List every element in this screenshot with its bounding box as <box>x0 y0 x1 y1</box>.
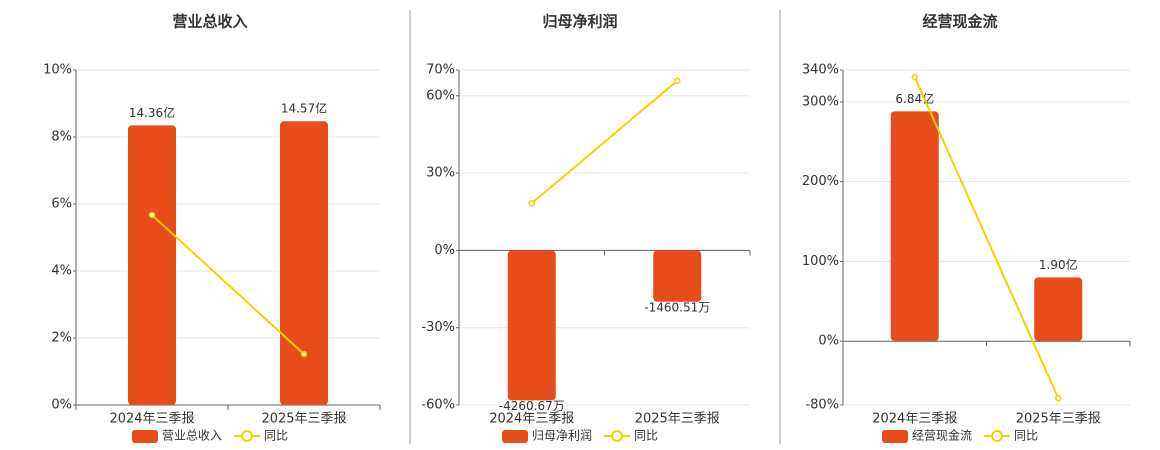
x-tick-label: 2025年三季报 <box>635 412 720 427</box>
line-point <box>300 350 308 358</box>
data-label: 14.57亿 <box>281 101 327 116</box>
legend-label: 归母净利润 <box>532 429 592 443</box>
x-tick-label: 2025年三季报 <box>1016 412 1101 427</box>
y-tick-label: 70% <box>426 63 455 78</box>
data-label: 6.84亿 <box>895 91 934 106</box>
bar <box>128 125 176 405</box>
legend-swatch <box>132 430 158 443</box>
line-point <box>911 73 918 81</box>
data-label: -4260.67万 <box>499 399 565 413</box>
line-point <box>674 77 681 85</box>
legend-swatch <box>241 430 254 442</box>
x-tick-label: 2024年三季报 <box>489 412 574 427</box>
y-tick-label: 4% <box>51 264 72 279</box>
line <box>913 76 1060 399</box>
line <box>151 214 305 355</box>
y-tick-label: -80% <box>805 398 839 413</box>
line-point <box>528 199 535 207</box>
bar <box>1034 277 1083 342</box>
legend-swatch <box>611 430 624 442</box>
y-tick-label: 0% <box>51 398 72 413</box>
legend-label: 同比 <box>264 429 288 443</box>
legend-swatch <box>502 430 528 443</box>
y-tick-label: -60% <box>421 398 455 413</box>
data-label: 1.90亿 <box>1039 257 1078 272</box>
y-tick-label: 340% <box>802 63 839 78</box>
y-tick-label: 60% <box>426 88 455 103</box>
y-tick-label: 0% <box>818 334 839 349</box>
data-label: 14.36亿 <box>129 105 175 120</box>
y-tick-label: 2% <box>51 331 72 346</box>
y-tick-label: 0% <box>434 243 455 258</box>
chart-title: 经营现金流 <box>922 13 997 31</box>
data-label: -1460.51万 <box>644 300 710 314</box>
line-point <box>1055 394 1062 402</box>
line-point <box>148 211 156 219</box>
legend-swatch <box>991 430 1004 442</box>
y-tick-label: 100% <box>802 254 839 269</box>
bar <box>653 250 702 302</box>
y-tick-label: 8% <box>51 130 72 145</box>
y-tick-label: 200% <box>802 174 839 189</box>
y-tick-label: -30% <box>421 320 455 335</box>
bar <box>507 250 556 401</box>
legend-label: 同比 <box>1014 429 1038 443</box>
y-tick-label: 6% <box>51 197 72 212</box>
chart-title: 营业总收入 <box>172 13 247 31</box>
bar <box>280 121 328 405</box>
x-tick-label: 2024年三季报 <box>109 412 194 427</box>
y-tick-label: 300% <box>802 94 839 109</box>
legend-swatch <box>882 430 908 443</box>
y-tick-label: 30% <box>426 166 455 181</box>
chart-title: 归母净利润 <box>542 13 617 31</box>
legend-label: 营业总收入 <box>162 429 222 443</box>
line <box>531 80 678 204</box>
x-tick-label: 2025年三季报 <box>261 412 346 427</box>
bar <box>890 111 939 342</box>
legend-label: 经营现金流 <box>912 428 972 443</box>
legend-label: 同比 <box>634 429 658 443</box>
y-tick-label: 10% <box>43 63 72 78</box>
x-tick-label: 2024年三季报 <box>872 412 957 427</box>
